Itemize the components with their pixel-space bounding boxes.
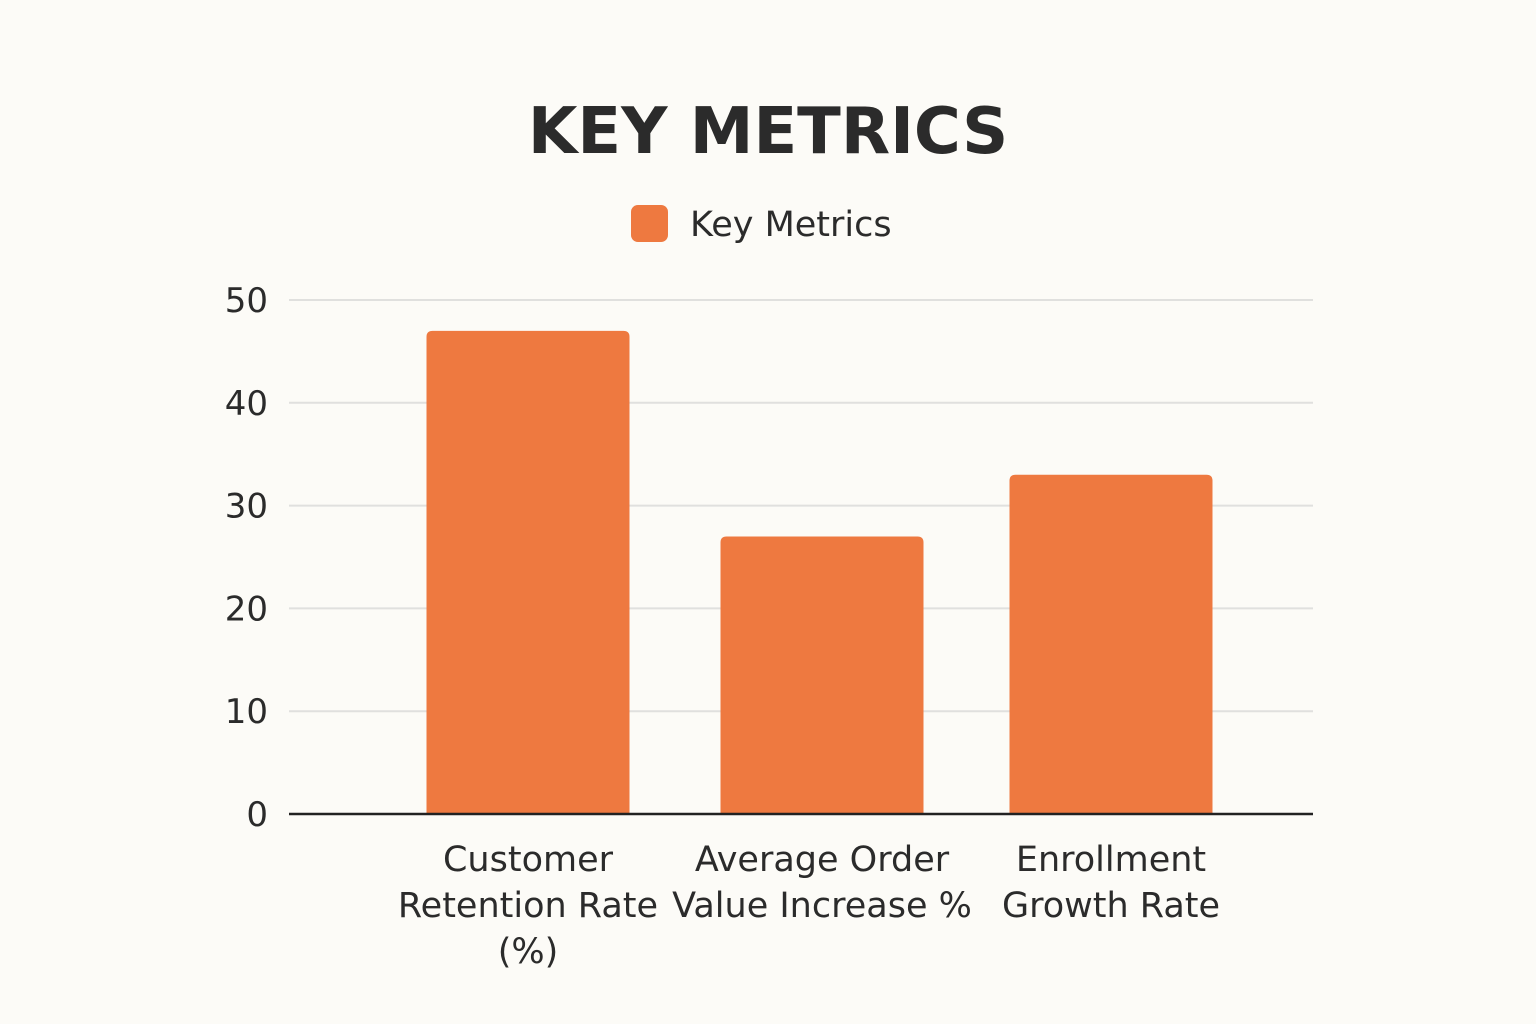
y-tick-label: 40 [225, 384, 268, 424]
chart-title: KEY METRICS [528, 95, 1008, 169]
bar [720, 536, 924, 814]
y-tick-label: 30 [225, 487, 268, 527]
legend-swatch [631, 205, 668, 242]
x-tick-label-line: Customer [443, 840, 614, 880]
x-tick-label-line: (%) [498, 932, 559, 972]
bars [426, 330, 1213, 814]
x-tick-label: Average Order Value Increase % [672, 840, 972, 926]
y-tick-label: 50 [225, 281, 268, 321]
x-tick-label: Enrollment Growth Rate [1002, 840, 1220, 926]
x-tick-label-line: Growth Rate [1002, 886, 1220, 926]
x-tick-label-line: Enrollment [1016, 840, 1206, 880]
x-tick-label-line: Retention Rate [398, 886, 658, 926]
y-axis-ticks: 0 10 20 30 40 50 [225, 281, 268, 835]
legend: Key Metrics [631, 205, 892, 245]
x-axis-labels: Customer Retention Rate (%) Average Order Va… [398, 840, 1220, 972]
y-tick-label: 0 [246, 795, 268, 835]
y-tick-label: 10 [225, 692, 268, 732]
bar [1009, 474, 1213, 814]
x-tick-label: Customer Retention Rate (%) [398, 840, 658, 972]
x-tick-label-line: Average Order [695, 840, 950, 880]
legend-label: Key Metrics [690, 205, 892, 245]
x-tick-label-line: Value Increase % [672, 886, 972, 926]
y-tick-label: 20 [225, 589, 268, 629]
bar [426, 330, 630, 814]
